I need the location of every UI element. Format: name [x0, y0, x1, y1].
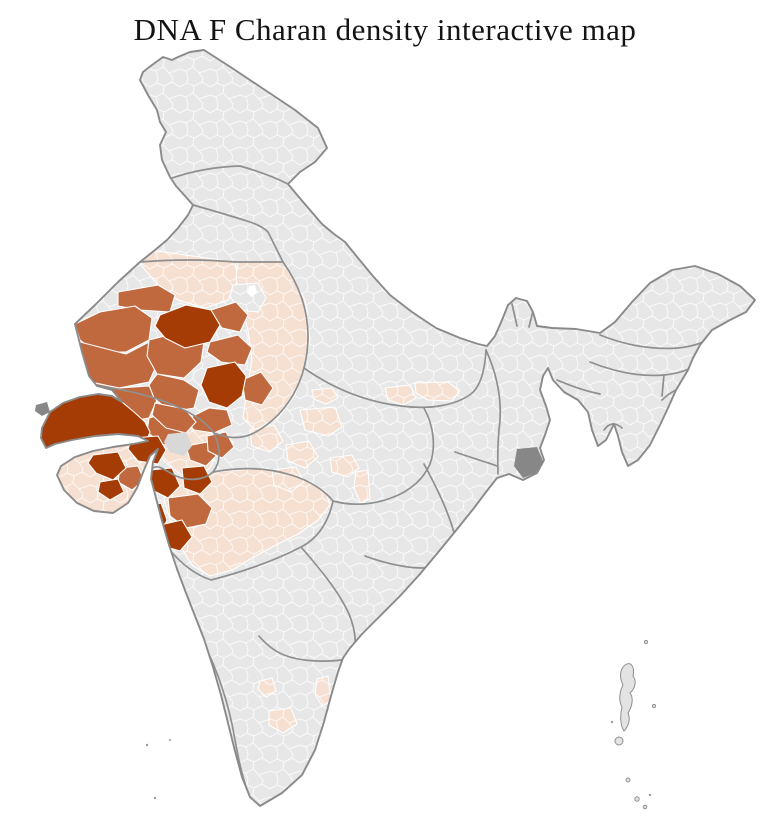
lakshadweep-islands[interactable]: [145, 739, 171, 800]
district-nashik[interactable]: [167, 493, 213, 529]
little-rann-patch: [164, 432, 192, 456]
district-nagaur-high[interactable]: [154, 304, 221, 349]
district-junagadh-high[interactable]: [97, 478, 125, 501]
medium-density-districts: [74, 284, 274, 529]
sundarbans-patch: [514, 447, 543, 478]
district-ajmer[interactable]: [206, 334, 253, 366]
district-rajsamand[interactable]: [241, 371, 274, 406]
district-westmp-medium[interactable]: [206, 431, 235, 459]
andaman-nicobar-islands[interactable]: [610, 639, 657, 810]
district-dungarpur[interactable]: [184, 407, 233, 434]
page-title: DNA F Charan density interactive map: [133, 12, 637, 47]
kori-creek-patch: [35, 402, 50, 416]
district-udaipur-cluster-high[interactable]: [200, 361, 247, 409]
district-vadodara-high[interactable]: [181, 465, 213, 495]
